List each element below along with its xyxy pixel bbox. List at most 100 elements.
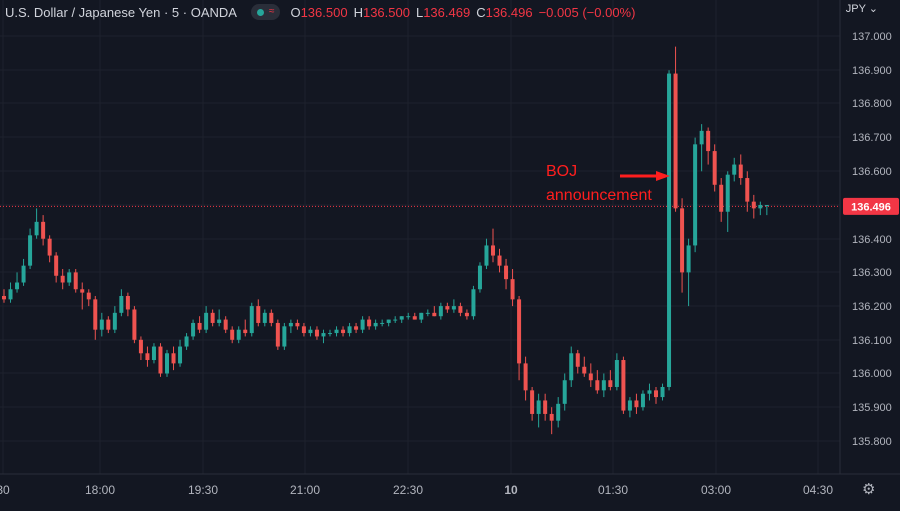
x-tick-label: 10 <box>504 483 518 497</box>
candle-body <box>47 238 52 256</box>
candle-body <box>334 329 339 334</box>
candle-body <box>8 289 13 300</box>
candle-body <box>582 366 587 374</box>
candle-body <box>601 380 606 391</box>
status-pill[interactable]: ≈ <box>250 4 281 20</box>
candle-body <box>191 322 196 337</box>
candle-body <box>223 319 228 330</box>
candle-body <box>504 265 509 280</box>
candle-body <box>269 312 274 323</box>
candle-body <box>445 306 450 310</box>
candle-body <box>667 73 672 387</box>
candle-body <box>321 333 326 337</box>
low-label: L <box>415 4 424 20</box>
candle-body <box>556 403 561 421</box>
symbol-title[interactable]: U.S. Dollar / Japanese Yen · 5 · OANDA <box>5 4 237 20</box>
y-tick-label: 136.800 <box>852 98 892 110</box>
candle-body <box>732 164 737 175</box>
candle-body <box>484 245 489 266</box>
candle-body <box>54 255 59 276</box>
candle-body <box>764 205 769 206</box>
candle-body <box>197 322 202 330</box>
y-tick-label: 136.300 <box>852 267 892 279</box>
gear-icon[interactable]: ⚙ <box>862 481 876 498</box>
candle-body <box>419 312 424 320</box>
current-price-tag <box>843 197 899 215</box>
candle-body <box>354 326 359 330</box>
y-tick-label: 136.900 <box>852 65 892 77</box>
candle-body <box>21 265 26 283</box>
candle-body <box>236 329 241 340</box>
high-label: H <box>353 4 363 20</box>
candle-body <box>693 144 698 246</box>
candle-body <box>210 312 215 323</box>
x-tick-label: 04:30 <box>803 483 833 497</box>
candle-body <box>67 272 72 283</box>
candle-body <box>112 312 117 330</box>
chart-legend: U.S. Dollar / Japanese Yen · 5 · OANDA ≈… <box>5 3 641 21</box>
x-tick-label: 30 <box>0 483 10 497</box>
candle-body <box>438 306 443 317</box>
candle-body <box>510 279 515 300</box>
candle-body <box>614 360 619 387</box>
candle-body <box>699 130 704 145</box>
candle-body <box>73 272 78 290</box>
y-tick-label: 136.000 <box>852 368 892 380</box>
candle-body <box>738 164 743 179</box>
high-value: 136.500 <box>362 4 410 20</box>
candle-body <box>347 326 352 334</box>
candle-body <box>28 235 33 266</box>
candle-body <box>751 201 756 209</box>
candle-body <box>399 316 404 320</box>
candle-body <box>562 380 567 404</box>
candle-body <box>471 289 476 317</box>
candle-body <box>569 353 574 381</box>
candle-body <box>93 299 98 330</box>
candle-body <box>86 292 91 300</box>
candle-body <box>543 400 548 414</box>
candle-body <box>595 380 600 391</box>
candle-body <box>497 255 502 266</box>
y-tick-label: 136.700 <box>852 132 892 144</box>
currency-dropdown[interactable]: JPY ⌄ <box>846 2 878 15</box>
candle-body <box>184 336 189 347</box>
candle-body <box>634 400 639 408</box>
current-price-label: 136.496 <box>851 201 891 213</box>
annotation-arrow-head <box>656 171 670 181</box>
candle-body <box>15 282 20 290</box>
candle-body <box>647 390 652 394</box>
x-tick-label: 22:30 <box>393 483 423 497</box>
candle-body <box>314 329 319 337</box>
currency-label: JPY <box>845 3 866 15</box>
candle-body <box>99 319 104 330</box>
candle-body <box>249 306 254 334</box>
candle-body <box>608 380 613 387</box>
y-tick-label: 136.400 <box>852 234 892 246</box>
candle-body <box>256 306 261 323</box>
candle-body <box>425 312 430 314</box>
candle-body <box>80 289 85 293</box>
candle-body <box>373 322 378 327</box>
candle-body <box>341 329 346 334</box>
open-label: O <box>290 4 301 20</box>
candle-body <box>536 400 541 414</box>
candle-body <box>178 346 183 364</box>
candle-body <box>243 329 248 334</box>
candle-body <box>34 221 39 236</box>
candle-body <box>125 295 130 310</box>
candle-body <box>523 363 528 391</box>
candle-body <box>132 309 137 340</box>
candle-body <box>275 322 280 347</box>
candle-body <box>328 333 332 335</box>
candle-body <box>517 299 522 364</box>
annotation-text-line-1: BOJ <box>546 163 577 180</box>
candle-body <box>165 353 169 374</box>
candle-body <box>654 390 658 398</box>
close-value: 136.496 <box>485 4 533 20</box>
annotation-text-line-2: announcement <box>546 187 652 204</box>
candle-body <box>530 390 535 414</box>
candle-body <box>230 329 235 340</box>
y-tick-label: 136.100 <box>852 335 892 347</box>
candle-body <box>171 353 176 364</box>
candle-body <box>712 151 717 185</box>
